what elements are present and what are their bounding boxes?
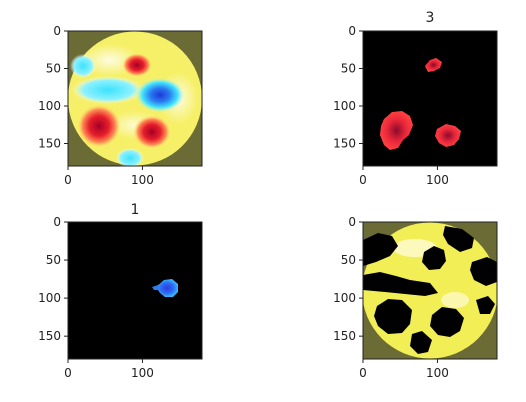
- panel-4-hole: [363, 233, 398, 266]
- panel-1-hot-spot: [77, 104, 121, 148]
- panel-1-cyan-spot: [70, 54, 96, 78]
- panel-4-hole: [476, 296, 495, 314]
- panel-1: [67, 30, 203, 167]
- panel-4-hole: [422, 246, 446, 270]
- panel-4: [362, 221, 498, 360]
- panel-4-band: [363, 272, 438, 296]
- panel-2-frame: [362, 30, 498, 167]
- y-tick-label: 50: [341, 253, 356, 267]
- y-tick-label: 0: [53, 215, 61, 229]
- panel-1-blue-spot: [136, 78, 184, 112]
- y-tick-label: 150: [333, 329, 356, 343]
- panel-2-red-blob: [435, 124, 461, 147]
- y-tick-label: 150: [38, 137, 61, 151]
- panel-4-frame: [362, 221, 498, 360]
- panel-2-title: 3: [426, 10, 435, 26]
- x-tick-label: 0: [64, 173, 72, 187]
- x-tick-label: 100: [426, 366, 449, 380]
- y-tick-label: 100: [38, 99, 61, 113]
- panel-4-hole: [410, 331, 432, 354]
- panel-2: 3: [362, 10, 498, 167]
- panel-3-frame: [67, 221, 203, 360]
- panel-3-background: [68, 222, 202, 359]
- x-tick-label: 0: [359, 173, 367, 187]
- x-tick-label: 100: [131, 366, 154, 380]
- y-tick-label: 150: [38, 329, 61, 343]
- panel-4-hole: [374, 299, 412, 334]
- panel-2-red-blob: [380, 111, 413, 150]
- y-tick-label: 50: [46, 253, 61, 267]
- x-tick-label: 0: [64, 366, 72, 380]
- panel-1-cyan-band: [72, 76, 144, 104]
- x-tick-label: 100: [426, 173, 449, 187]
- panel-1-cyan-spot: [116, 148, 144, 166]
- panel-3-blue-blob-tail: [152, 285, 159, 290]
- y-tick-label: 50: [341, 62, 356, 76]
- y-tick-label: 100: [333, 99, 356, 113]
- x-tick-label: 100: [131, 173, 154, 187]
- panel-1-hot-spot: [122, 53, 152, 77]
- panel-3-title: 1: [131, 202, 140, 218]
- panel-3-blue-blob: [156, 279, 178, 297]
- x-tick-label: 0: [359, 366, 367, 380]
- y-tick-label: 0: [53, 24, 61, 38]
- y-tick-label: 150: [333, 137, 356, 151]
- panel-4-hole: [430, 307, 464, 337]
- y-tick-label: 100: [333, 291, 356, 305]
- panel-4-highlight: [441, 292, 469, 308]
- panel-2-background: [363, 31, 497, 166]
- y-tick-label: 0: [348, 24, 356, 38]
- y-tick-label: 100: [38, 291, 61, 305]
- panel-1-hot-spot: [133, 115, 171, 149]
- panel-2-red-blob: [425, 58, 442, 72]
- panel-4-hole: [443, 226, 474, 252]
- y-tick-label: 50: [46, 62, 61, 76]
- y-tick-label: 0: [348, 215, 356, 229]
- panel-4-hole: [470, 257, 497, 286]
- panel-3: 1: [67, 202, 203, 360]
- panel-1-frame: [67, 30, 203, 167]
